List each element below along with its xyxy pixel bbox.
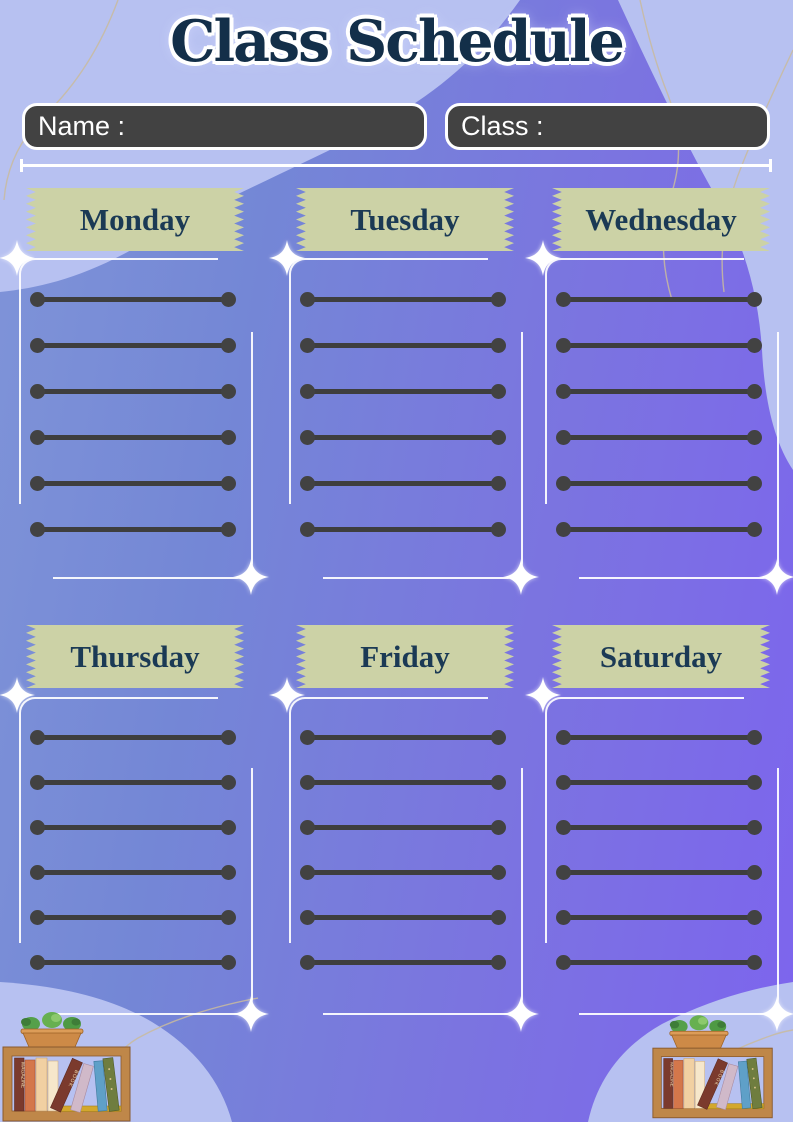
book-spine-label: BOOK [713, 1069, 725, 1087]
day-label: Friday [360, 638, 450, 674]
day-card-thursday: Thursday [0, 625, 269, 1032]
schedule-line[interactable] [300, 384, 506, 399]
schedule-lines [30, 730, 236, 970]
frame-corner-topleft [289, 258, 488, 504]
sparkle-icon [0, 240, 35, 276]
schedule-lines [556, 292, 762, 537]
frame-corner-bottomright [53, 332, 253, 579]
page-title: Class Schedule [170, 8, 625, 75]
schedule-line[interactable] [556, 522, 762, 537]
schedule-line[interactable] [556, 338, 762, 353]
bookshelf-left-illustration: MAGAZINE BOOK [2, 1012, 131, 1122]
schedule-line[interactable] [556, 730, 762, 745]
planter-icon [20, 1012, 84, 1048]
planter-icon [669, 1015, 729, 1049]
day-label: Saturday [599, 638, 723, 674]
frame-corner-topleft [19, 697, 218, 943]
schedule-line[interactable] [556, 820, 762, 835]
day-card-tuesday: Tuesday [269, 188, 539, 595]
schedule-line[interactable] [30, 910, 236, 925]
schedule-line[interactable] [300, 865, 506, 880]
name-label: Name : [38, 111, 126, 141]
frame-corner-bottomright [579, 332, 779, 579]
schedule-line[interactable] [300, 730, 506, 745]
frame-corner-topleft [19, 258, 218, 504]
sparkle-icon [503, 996, 539, 1032]
schedule-line[interactable] [300, 430, 506, 445]
day-card-saturday: Saturday [525, 625, 793, 1032]
schedule-line[interactable] [556, 910, 762, 925]
sparkle-icon [233, 559, 269, 595]
sparkle-icon [0, 677, 35, 713]
schedule-line[interactable] [30, 476, 236, 491]
day-card-friday: Friday [269, 625, 539, 1032]
books: MAGAZINE BOOK [14, 1057, 122, 1113]
name-field[interactable]: Name : [22, 103, 427, 150]
day-banner: Tuesday [296, 188, 514, 251]
frame-corner-topleft [545, 258, 744, 504]
frame-corner-bottomright [323, 768, 523, 1015]
schedule-line[interactable] [30, 730, 236, 745]
schedule-line[interactable] [30, 384, 236, 399]
sparkle-icon [503, 559, 539, 595]
frame-corner-topleft [545, 697, 744, 943]
schedule-line[interactable] [556, 384, 762, 399]
schedule-line[interactable] [300, 522, 506, 537]
frame-corner-bottomright [53, 768, 253, 1015]
schedule-line[interactable] [556, 865, 762, 880]
day-banner: Friday [296, 625, 514, 688]
schedule-line[interactable] [300, 476, 506, 491]
sparkle-icon [525, 240, 561, 276]
schedule-lines [556, 730, 762, 970]
schedule-line[interactable] [300, 775, 506, 790]
schedule-line[interactable] [30, 820, 236, 835]
schedule-line[interactable] [30, 955, 236, 970]
schedule-line[interactable] [30, 338, 236, 353]
frame-corner-topleft [289, 697, 488, 943]
schedule-line[interactable] [300, 910, 506, 925]
day-label: Thursday [70, 638, 200, 674]
day-banner: Monday [26, 188, 244, 251]
schedule-line[interactable] [556, 476, 762, 491]
schedule-line[interactable] [556, 775, 762, 790]
frame-corner-bottomright [579, 768, 779, 1015]
sparkle-icon [269, 677, 305, 713]
schedule-lines [30, 292, 236, 537]
books: MAGAZINE BOOK [663, 1057, 765, 1111]
schedule-lines [300, 292, 506, 537]
day-banner: Wednesday [552, 188, 770, 251]
sparkle-icon [759, 559, 793, 595]
schedule-line[interactable] [556, 292, 762, 307]
day-card-wednesday: Wednesday [525, 188, 793, 595]
book-spine-label: MAGAZINE [20, 1062, 26, 1089]
day-label: Wednesday [585, 201, 737, 237]
schedule-line[interactable] [30, 775, 236, 790]
schedule-line[interactable] [300, 820, 506, 835]
bookshelf-right-illustration: MAGAZINE BOOK [652, 1015, 773, 1119]
schedule-line[interactable] [300, 338, 506, 353]
schedule-line[interactable] [300, 292, 506, 307]
sparkle-icon [525, 677, 561, 713]
sparkle-icon [269, 240, 305, 276]
day-banner: Saturday [552, 625, 770, 688]
sparkle-icon [233, 996, 269, 1032]
schedule-line[interactable] [556, 430, 762, 445]
frame-corner-bottomright [323, 332, 523, 579]
schedule-line[interactable] [556, 955, 762, 970]
schedule-line[interactable] [30, 292, 236, 307]
schedule-line[interactable] [30, 430, 236, 445]
schedule-line[interactable] [30, 865, 236, 880]
class-label: Class : [461, 111, 544, 141]
schedule-line[interactable] [300, 955, 506, 970]
class-field[interactable]: Class : [445, 103, 770, 150]
day-label: Monday [79, 201, 191, 237]
schedule-lines [300, 730, 506, 970]
book-spine-label: MAGAZINE [669, 1062, 674, 1086]
divider-line [20, 159, 772, 172]
day-banner: Thursday [26, 625, 244, 688]
schedule-line[interactable] [30, 522, 236, 537]
day-card-monday: Monday [0, 188, 269, 595]
day-label: Tuesday [350, 201, 460, 237]
